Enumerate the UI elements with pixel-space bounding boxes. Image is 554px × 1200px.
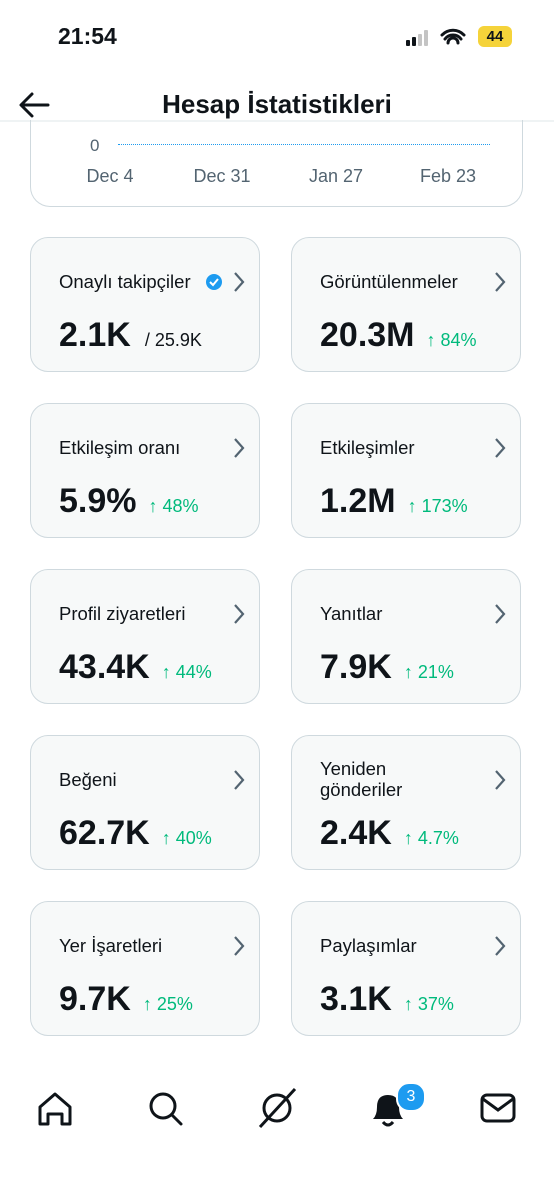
- stat-value-row: 2.1K / 25.9K: [59, 316, 202, 355]
- stat-label: Etkileşim oranı: [59, 424, 209, 470]
- stat-value: 7.9K: [320, 648, 392, 686]
- x-label: Dec 4: [86, 166, 134, 186]
- stat-value-row: 20.3M ↑ 84%: [320, 316, 477, 355]
- page-title: Hesap İstatistikleri: [162, 89, 392, 119]
- stat-label: Paylaşımlar: [320, 922, 470, 968]
- chevron: [234, 936, 245, 956]
- battery: 44: [478, 26, 512, 47]
- chevron: [495, 438, 506, 458]
- chevron: [234, 272, 245, 292]
- stat-value-row: 43.4K ↑ 44%: [59, 648, 212, 687]
- stat-label-text: Profil ziyaretleri: [59, 602, 186, 624]
- stat-change: ↑ 25%: [142, 994, 193, 1014]
- nav-bar: [38, 1087, 516, 1129]
- chevron: [234, 604, 245, 624]
- x-label: Jan 27: [308, 166, 364, 186]
- notification-badge: 3: [396, 1082, 426, 1112]
- x-label: Feb 23: [419, 166, 477, 186]
- stat-change: ↑ 44%: [161, 662, 212, 682]
- nav-notifications[interactable]: [373, 1095, 403, 1127]
- stat-label-text: Yeniden gönderiler: [320, 758, 403, 800]
- stat-value: 9.7K: [59, 980, 131, 1018]
- stat-label-text: Paylaşımlar: [320, 934, 417, 956]
- stat-value-row: 9.7K ↑ 25%: [59, 980, 193, 1019]
- stat-value-row: 2.4K ↑ 4.7%: [320, 814, 459, 853]
- stat-label: Yanıtlar: [320, 590, 470, 636]
- chevron: [495, 272, 506, 292]
- stat-value: 1.2M: [320, 482, 396, 520]
- stat-label-text: Yer İşaretleri: [59, 934, 163, 956]
- chevron: [495, 770, 506, 790]
- stat-value-row: 62.7K ↑ 40%: [59, 814, 212, 853]
- stat-change: ↑ 37%: [403, 994, 454, 1014]
- stat-card[interactable]: Paylaşımlar 3.1K ↑ 37%: [291, 901, 521, 1036]
- verified-badge: [206, 274, 222, 290]
- stat-value-row: 1.2M ↑ 173%: [320, 482, 468, 521]
- stat-card[interactable]: Etkileşim oranı 5.9% ↑ 48%: [30, 403, 260, 538]
- nav-home[interactable]: [38, 1092, 72, 1126]
- stat-value: 2.1K: [59, 316, 131, 354]
- chart-baseline: [118, 144, 490, 145]
- chevron: [495, 936, 506, 956]
- chart-card: [30, 120, 523, 207]
- stat-card[interactable]: Beğeni 62.7K ↑ 40%: [30, 735, 260, 870]
- stat-value-row: 7.9K ↑ 21%: [320, 648, 454, 687]
- stat-label-text: Etkileşimler: [320, 436, 415, 458]
- stat-card[interactable]: Yer İşaretleri 9.7K ↑ 25%: [30, 901, 260, 1036]
- status-icons: [406, 28, 466, 46]
- stat-value: 5.9%: [59, 482, 137, 520]
- stat-label: Yeniden gönderiler: [320, 756, 470, 802]
- stat-change: ↑ 48%: [148, 496, 199, 516]
- nav-grok[interactable]: [258, 1087, 297, 1129]
- stat-label: Profil ziyaretleri: [59, 590, 209, 636]
- header-divider: [0, 120, 554, 122]
- nav-search[interactable]: [149, 1092, 183, 1126]
- stat-label: Onaylı takipçiler: [59, 258, 209, 304]
- stat-value: 2.4K: [320, 814, 392, 852]
- stat-card[interactable]: Yanıtlar 7.9K ↑ 21%: [291, 569, 521, 704]
- stat-card[interactable]: Etkileşimler 1.2M ↑ 173%: [291, 403, 521, 538]
- stat-label-text: Onaylı takipçiler: [59, 270, 191, 292]
- stat-label-text: Görüntülenmeler: [320, 270, 458, 292]
- chevron: [234, 438, 245, 458]
- stat-label: Görüntülenmeler: [320, 258, 470, 304]
- stat-card[interactable]: Profil ziyaretleri 43.4K ↑ 44%: [30, 569, 260, 704]
- status-time: 21:54: [58, 23, 117, 49]
- stat-change: ↑ 40%: [161, 828, 212, 848]
- stat-label-text: Beğeni: [59, 768, 117, 790]
- stat-change: ↑ 4.7%: [403, 828, 459, 848]
- back-button[interactable]: [18, 90, 52, 120]
- stat-change: ↑ 173%: [407, 496, 468, 516]
- stat-value: 3.1K: [320, 980, 392, 1018]
- chevron: [495, 604, 506, 624]
- x-label: Dec 31: [193, 166, 251, 186]
- stat-value: 20.3M: [320, 316, 415, 354]
- chevron: [234, 770, 245, 790]
- stat-change: ↑ 21%: [403, 662, 454, 682]
- y-label: 0: [90, 136, 100, 155]
- nav-messages[interactable]: [480, 1093, 516, 1123]
- stat-value: 62.7K: [59, 814, 150, 852]
- stat-card[interactable]: Görüntülenmeler 20.3M ↑ 84%: [291, 237, 521, 372]
- stat-value-row: 3.1K ↑ 37%: [320, 980, 454, 1019]
- stat-label: Etkileşimler: [320, 424, 470, 470]
- stat-change: ↑ 84%: [426, 330, 477, 350]
- stat-total: / 25.9K: [144, 330, 202, 350]
- stat-value-row: 5.9% ↑ 48%: [59, 482, 199, 521]
- stat-value: 43.4K: [59, 648, 150, 686]
- stat-label: Beğeni: [59, 756, 209, 802]
- stat-label: Yer İşaretleri: [59, 922, 209, 968]
- stat-card[interactable]: Onaylı takipçiler 2.1K / 25.9K: [30, 237, 260, 372]
- stat-label-text: Etkileşim oranı: [59, 436, 181, 458]
- stat-card[interactable]: Yeniden gönderiler 2.4K ↑ 4.7%: [291, 735, 521, 870]
- stat-label-text: Yanıtlar: [320, 602, 383, 624]
